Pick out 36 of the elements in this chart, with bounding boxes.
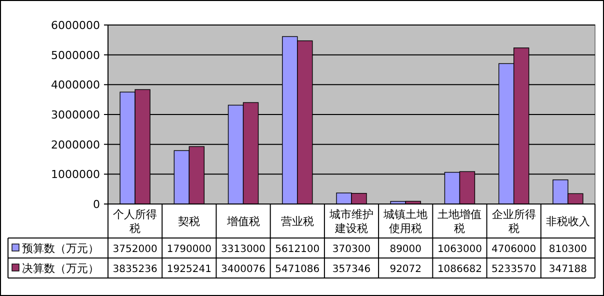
y-tick-label: 3000000 xyxy=(51,108,100,122)
y-tick-label: 5000000 xyxy=(51,48,100,62)
y-tick-label: 4000000 xyxy=(51,78,100,92)
data-label: 5612100 xyxy=(275,244,320,255)
data-label: 1063000 xyxy=(437,244,482,255)
x-tick-label: 契税 xyxy=(178,215,200,228)
data-label: 3752000 xyxy=(112,244,158,255)
x-tick-label: 城市维护建设税 xyxy=(328,208,374,235)
data-label: 5233570 xyxy=(492,264,536,275)
data-label: 357346 xyxy=(332,264,371,275)
y-tick-label: 1000000 xyxy=(51,168,100,182)
data-label: 810300 xyxy=(548,244,588,255)
data-label: 1086682 xyxy=(437,264,482,275)
y-tick-label: 6000000 xyxy=(51,19,100,32)
x-tick-label: 土地增值税 xyxy=(438,208,482,235)
data-label: 1790000 xyxy=(166,244,212,255)
data-label: 1925241 xyxy=(166,264,212,275)
legend-label: 决算数（万元） xyxy=(22,262,99,275)
x-tick-label: 个人所得税 xyxy=(113,208,158,235)
data-label: 3313000 xyxy=(221,244,266,255)
data-label: 3400076 xyxy=(221,264,266,275)
y-tick-label: 2000000 xyxy=(51,138,100,152)
x-tick-label: 企业所得税 xyxy=(492,208,536,235)
x-tick-label: 非税收入 xyxy=(546,215,590,228)
data-label: 3835236 xyxy=(112,264,158,275)
x-tick-label: 城镇土地使用税 xyxy=(382,208,428,235)
data-label: 92072 xyxy=(390,264,422,275)
legend-label: 预算数（万元） xyxy=(22,242,99,255)
x-tick-label: 营业税 xyxy=(280,215,314,228)
y-tick-label: 0 xyxy=(93,198,100,211)
data-label: 370300 xyxy=(332,244,371,255)
x-tick-label: 增值税 xyxy=(226,215,260,228)
data-label: 5471086 xyxy=(275,264,320,275)
data-label: 89000 xyxy=(390,244,422,255)
data-label: 4706000 xyxy=(492,244,536,255)
data-label: 347188 xyxy=(548,264,588,275)
